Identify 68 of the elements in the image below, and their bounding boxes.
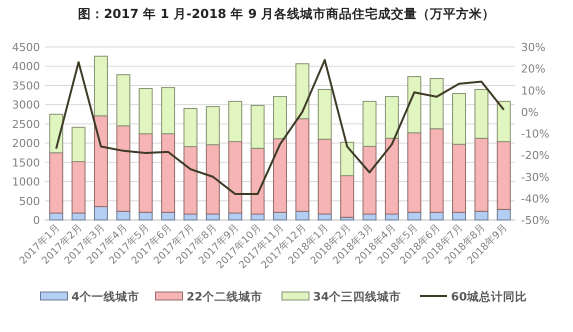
y2-tick-label: 10%	[521, 84, 546, 98]
bar	[384, 138, 399, 215]
bar	[206, 106, 220, 146]
bar	[295, 63, 310, 120]
y-tick-label: 0	[33, 214, 40, 227]
bar	[496, 100, 511, 142]
y2-tick-label: 20%	[521, 62, 546, 76]
y-tick-label: 2500	[12, 118, 40, 131]
bar	[183, 146, 198, 215]
legend-label: 34个三四线城市	[313, 290, 402, 304]
y2-tick-label: -10%	[521, 128, 550, 140]
bar	[138, 133, 153, 213]
bar	[273, 138, 287, 213]
bar	[273, 96, 287, 140]
bar	[362, 100, 377, 147]
bar	[452, 144, 466, 213]
bar	[318, 88, 332, 140]
y-tick-label: 3500	[12, 79, 40, 92]
bar	[407, 132, 422, 213]
y-tick-label: 4000	[12, 60, 40, 74]
y-tick-label: 2000	[12, 137, 40, 150]
y2-tick-label: -40%	[521, 192, 550, 206]
bar	[116, 125, 130, 212]
bar	[474, 88, 488, 139]
bar	[116, 74, 130, 126]
bar	[474, 138, 488, 212]
y-tick-label: 1000	[12, 176, 40, 189]
bar	[496, 141, 511, 210]
bar	[407, 76, 422, 134]
bar	[384, 96, 399, 139]
legend-label: 4个一线城市	[72, 290, 140, 304]
bar	[72, 161, 86, 214]
bar	[340, 175, 354, 218]
y2-tick-label: -20%	[521, 149, 550, 162]
bar	[94, 56, 108, 116]
bar	[49, 152, 64, 214]
y2-tick-label: -30%	[521, 170, 550, 184]
bar	[250, 104, 265, 149]
bar	[72, 126, 86, 162]
chart-title: 图：2017 年 1 月-2018 年 9 月各线城市商品住宅成交量（万平方米）	[78, 6, 496, 21]
bar	[318, 138, 332, 215]
bar	[206, 144, 220, 215]
bar	[228, 100, 242, 142]
y-tick-label: 1500	[12, 156, 40, 170]
bar	[430, 78, 444, 130]
bar	[340, 142, 354, 176]
bar	[295, 118, 310, 212]
line-series	[55, 58, 505, 196]
bar	[430, 128, 444, 213]
y-tick-label: 3000	[12, 98, 40, 112]
legend-label: 22个二线城市	[186, 290, 263, 304]
bar	[138, 88, 153, 134]
bar	[452, 93, 466, 145]
y2-tick-label: 30%	[521, 41, 546, 54]
bar	[250, 148, 265, 215]
y2-tick-label: 0%	[521, 106, 538, 119]
y-tick-label: 500	[19, 194, 40, 208]
bar	[94, 115, 108, 208]
bar	[362, 146, 377, 215]
bar	[496, 208, 511, 220]
bar	[183, 108, 198, 148]
bar	[94, 206, 108, 220]
legend-label: 60城总计同比	[451, 290, 528, 304]
y-tick-label: 4500	[12, 41, 40, 54]
y2-tick-label: -50%	[521, 214, 550, 227]
bar	[228, 141, 242, 214]
bar	[161, 87, 176, 134]
bar	[161, 133, 176, 213]
